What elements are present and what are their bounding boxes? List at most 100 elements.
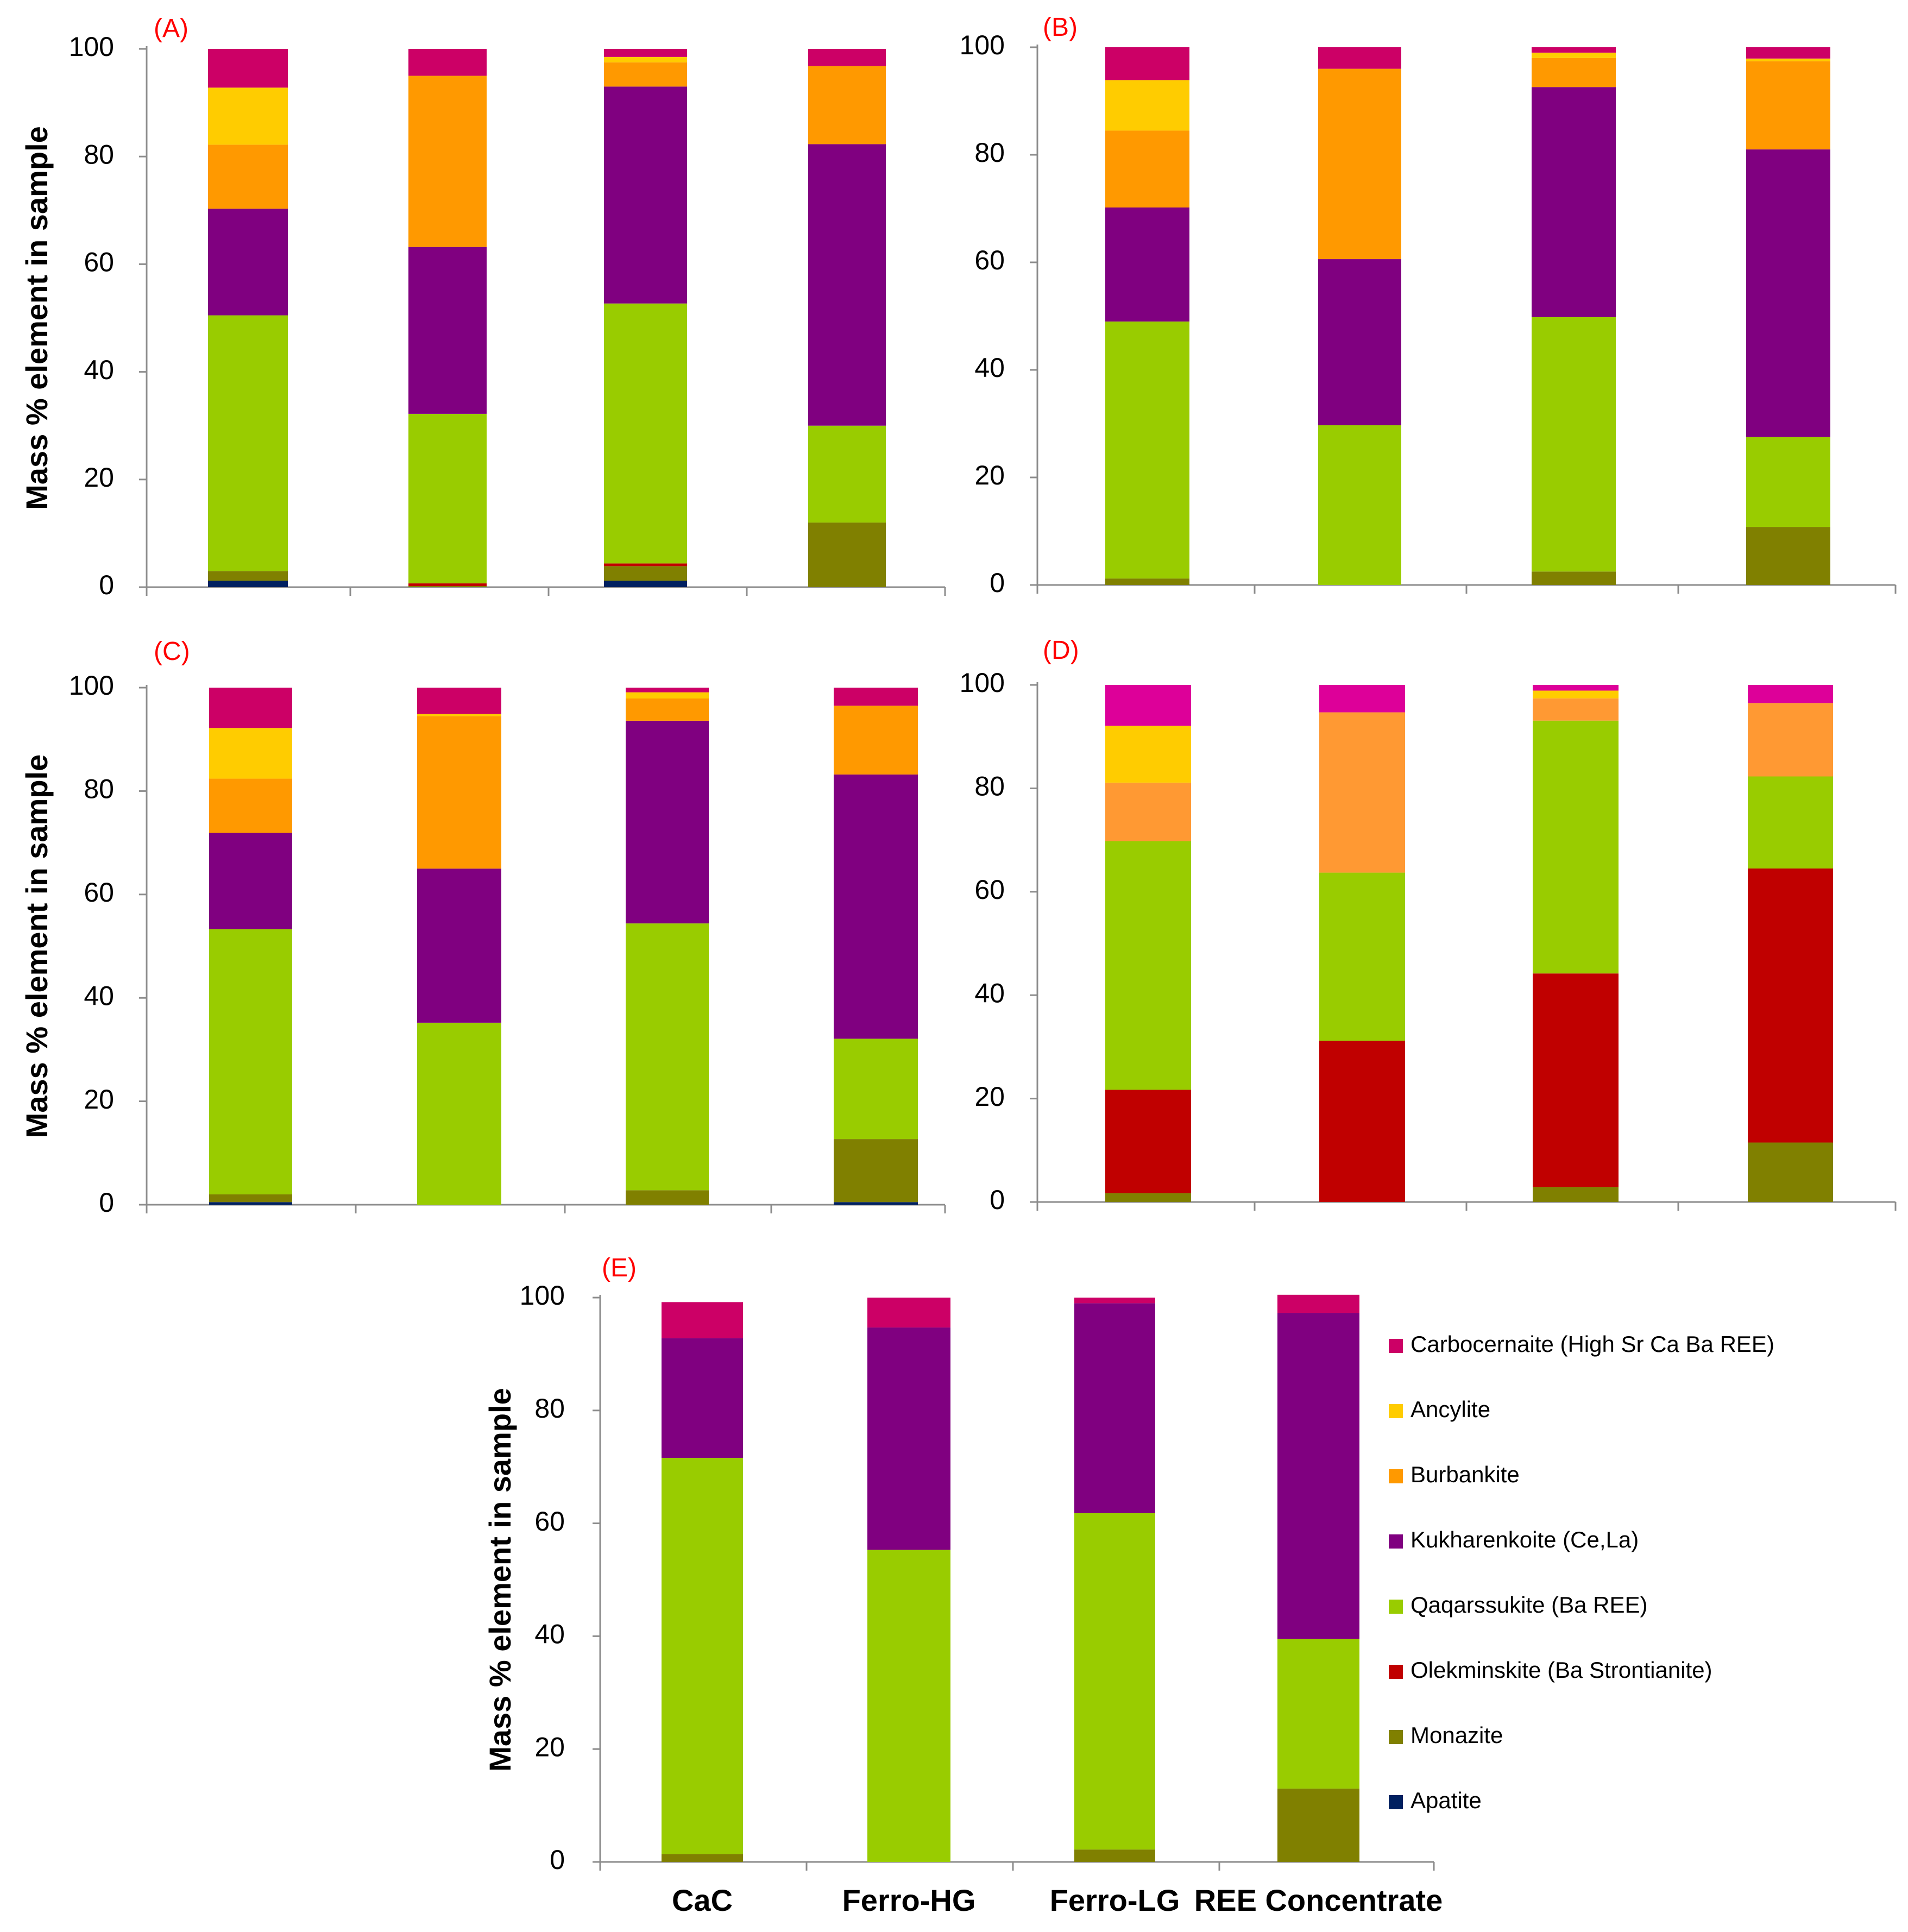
legend-label-burbankite: Burbankite xyxy=(1410,1462,1520,1487)
bar-segment-olekminskite-ba-strontianite-ree-concentrate xyxy=(1748,868,1833,1143)
bar-segment-qaqarssukite-ba-ree-cac xyxy=(1105,321,1189,579)
bar-segment-ancylite-ree-concentrate xyxy=(1746,58,1830,61)
bar-segment-burbankite-ferro-hg xyxy=(1318,68,1401,260)
bar-segment-carbocernaite-high-sr-ca-ba-ree-ferro-hg xyxy=(417,688,501,714)
bar-segment-qaqarssukite-ba-ree-cac xyxy=(1105,841,1191,1090)
bar-segment-olekminskite-ba-strontianite-cac xyxy=(1105,1090,1191,1193)
y-tick-label: 80 xyxy=(974,771,1005,802)
bar-segment-qaqarssukite-ba-ree-ree-concentrate xyxy=(1748,776,1833,869)
y-tick-label: 0 xyxy=(990,1185,1005,1215)
bar-segment-qaqarssukite-ba-ree-ferro-lg xyxy=(1074,1513,1155,1850)
bar-segment-carbocernaite-high-sr-ca-ba-ree-ferro-hg xyxy=(1318,47,1401,69)
bar-segment-apatite-ferro-lg xyxy=(604,581,687,587)
y-tick-label: 40 xyxy=(974,978,1005,1008)
bar-segment-kukharenkoite-ce-la-cac xyxy=(1105,207,1189,322)
bar-segment-kukharenkoite-ce-la-cac xyxy=(662,1338,743,1458)
panel-e: (E) Mass % element in sample 0 20 40 60 80 100 C… xyxy=(483,1254,1443,1917)
bar-segment-monazite-ree-concentrate xyxy=(1746,527,1830,585)
bar-segment-monazite-ferro-lg xyxy=(1533,1187,1619,1202)
bar-segment-burbankite-ferro-lg xyxy=(1533,698,1619,721)
y-tick-label: 80 xyxy=(84,139,114,169)
bar-segment-qaqarssukite-ba-ree-ree-concentrate xyxy=(1277,1639,1359,1789)
bar-segment-carbocernaite-high-sr-ca-ba-ree-ferro-lg xyxy=(1074,1298,1155,1304)
y-tick-label: 100 xyxy=(69,670,114,701)
bar-segment-carbocernaite-high-sr-ca-ba-ree-ferro-hg xyxy=(408,49,487,76)
y-tick-label: 40 xyxy=(534,1619,565,1650)
bar-segment-monazite-cac xyxy=(208,571,288,581)
bar-segment-burbankite-ferro-hg xyxy=(1319,712,1405,873)
y-tick-label: 80 xyxy=(534,1393,565,1424)
y-tick-label: 80 xyxy=(974,137,1005,168)
bar-segment-ancylite-cac xyxy=(1105,726,1191,783)
bar-segment-qaqarssukite-ba-ree-ferro-hg xyxy=(408,413,487,584)
bar-segment-carbocernaite-high-sr-ca-ba-ree-ree-concentrate xyxy=(1746,47,1830,59)
bar-segment-qaqarssukite-ba-ree-ferro-hg xyxy=(1318,425,1401,585)
legend-label-carbocernaite-high-sr-ca-ba-ree: Carbocernaite (High Sr Ca Ba REE) xyxy=(1410,1331,1774,1357)
y-tick-label: 100 xyxy=(520,1280,565,1311)
y-tick-label: 40 xyxy=(84,980,114,1011)
bar-segment-qaqarssukite-ba-ree-ferro-hg xyxy=(417,1022,501,1205)
bar-segment-carbocernaite-high-sr-ca-ba-ree-ree-concentrate xyxy=(1277,1294,1359,1313)
bar-segment-carbocernaite-high-sr-ca-ba-ree-ferro-lg xyxy=(1532,47,1616,53)
bar-segment-carbocernaite-high-sr-ca-ba-ree-ree-concentrate xyxy=(834,688,918,706)
bar-segment-monazite-ree-concentrate xyxy=(834,1139,918,1203)
bar-segment-qaqarssukite-ba-ree-ferro-lg xyxy=(626,923,709,1191)
bar-segment-kukharenkoite-ce-la-ferro-hg xyxy=(1318,259,1401,425)
bar-segment-qaqarssukite-ba-ree-ferro-hg xyxy=(867,1550,950,1862)
bar-segment-kukharenkoite-ce-la-ferro-hg xyxy=(867,1327,950,1550)
bar-segment-kukharenkoite-ce-la-cac xyxy=(209,833,292,929)
y-tick-label: 40 xyxy=(974,353,1005,383)
panel-b: (B) 0 20 40 60 80 100 xyxy=(960,13,1897,598)
y-axis-title: Mass % element in sample xyxy=(20,126,54,510)
legend-swatch-kukharenkoite-ce-la xyxy=(1389,1534,1403,1549)
y-tick-label: 60 xyxy=(534,1506,565,1537)
bar-segment-qaqarssukite-ba-ree-ree-concentrate xyxy=(834,1039,918,1140)
y-tick-label: 100 xyxy=(69,32,114,62)
legend-swatch-monazite xyxy=(1389,1730,1403,1744)
panel-label-a: (A) xyxy=(154,14,188,43)
bar-segment-monazite-cac xyxy=(209,1194,292,1203)
bar-segment-olekminskite-ba-strontianite-ferro-hg xyxy=(408,583,487,587)
legend-label-qaqarssukite-ba-ree: Qaqarssukite (Ba REE) xyxy=(1410,1592,1648,1618)
legend-swatch-apatite xyxy=(1389,1795,1403,1809)
bar-segment-ancylite-ferro-lg xyxy=(626,692,709,698)
bar-segment-monazite-ferro-lg xyxy=(1532,571,1616,585)
bar-segment-ancylite-ferro-lg xyxy=(604,56,687,62)
y-tick-label: 0 xyxy=(550,1845,565,1875)
bar-segment-burbankite-ree-concentrate xyxy=(808,66,886,144)
legend-label-olekminskite-ba-strontianite: Olekminskite (Ba Strontianite) xyxy=(1410,1657,1712,1683)
bar-segment-burbankite-cac xyxy=(209,778,292,833)
legend: Carbocernaite (High Sr Ca Ba REE) Ancylit… xyxy=(1389,1331,1774,1813)
bar-segment-kukharenkoite-ce-la-ferro-lg xyxy=(604,86,687,304)
bar-segment-kukharenkoite-ce-la-ferro-lg xyxy=(1074,1303,1155,1513)
y-tick-label: 60 xyxy=(974,245,1005,275)
bar-segment-qaqarssukite-ba-ree-ferro-lg xyxy=(1533,720,1619,974)
bar-segment-apatite-cac xyxy=(208,581,288,587)
bar-segment-kukharenkoite-ce-la-ree-concentrate xyxy=(1277,1313,1359,1639)
y-axis-title: Mass % element in sample xyxy=(483,1388,517,1772)
y-axis-title: Mass % element in sample xyxy=(20,754,54,1138)
bar-segment-carbocernaite-high-sr-ca-ba-ree-cac xyxy=(662,1302,743,1338)
legend-swatch-burbankite xyxy=(1389,1469,1403,1483)
bar-segment-apatite-cac xyxy=(209,1202,292,1205)
bar-segment-burbankite-ferro-lg xyxy=(1532,58,1616,87)
bar-segment-burbankite-ferro-hg xyxy=(408,75,487,247)
bar-segment-ancylite-cac xyxy=(208,87,288,145)
y-tick-label: 20 xyxy=(534,1732,565,1762)
bar-segment-kukharenkoite-ce-la-cac xyxy=(208,209,288,316)
legend-label-ancylite: Ancylite xyxy=(1410,1396,1490,1422)
y-tick-label: 60 xyxy=(974,874,1005,905)
bar-segment-carbocernaite-high-sr-ca-ba-ree-cac xyxy=(209,688,292,728)
bar-segment-carbocernaite-high-sr-ca-ba-ree-ferro-lg xyxy=(1533,685,1619,691)
bar-segment-qaqarssukite-ba-ree-ferro-lg xyxy=(604,303,687,564)
bar-segment-apatite-ree-concentrate xyxy=(834,1202,918,1205)
bar-segment-ancylite-ferro-lg xyxy=(1532,52,1616,58)
bar-segment-monazite-ree-concentrate xyxy=(1277,1788,1359,1862)
panel-label-e: (E) xyxy=(602,1254,637,1282)
bar-segment-monazite-ferro-hg xyxy=(408,586,487,587)
bar-segment-carbocernaite-high-sr-ca-ba-ree-ferro-lg xyxy=(626,688,709,693)
bar-segment-kukharenkoite-ce-la-ferro-hg xyxy=(408,247,487,414)
panel-c: (C) Mass % element in sample 0 20 40 60 80 100 xyxy=(20,637,946,1218)
bar-segment-qaqarssukite-ba-ree-cac xyxy=(209,929,292,1194)
bar-segment-monazite-cac xyxy=(662,1854,743,1862)
